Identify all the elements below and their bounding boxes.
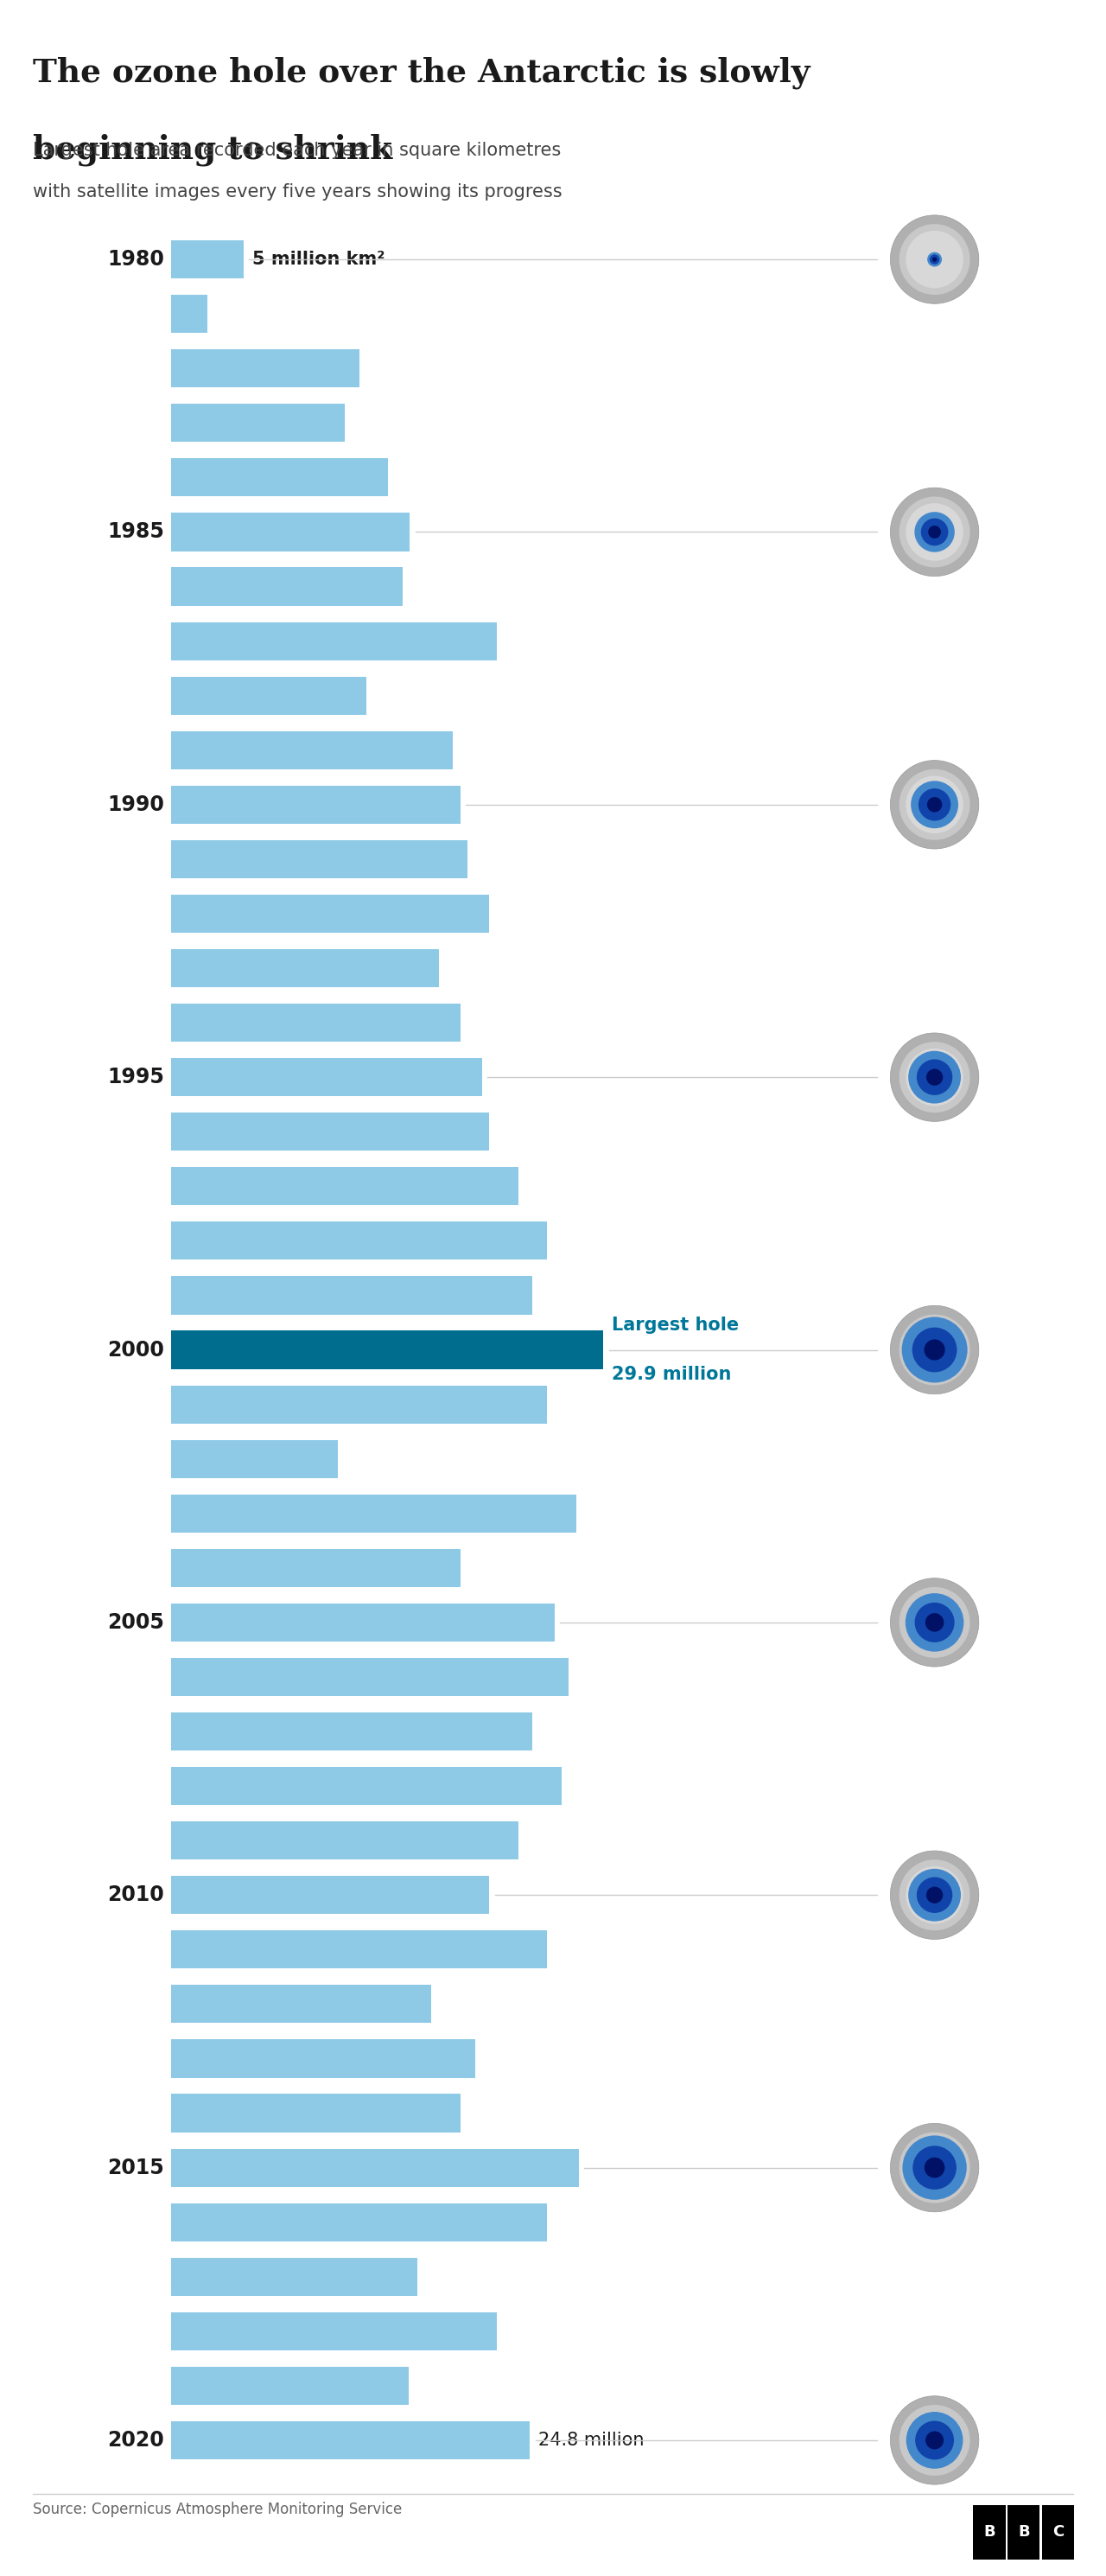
Bar bbox=[171, 894, 489, 933]
Bar bbox=[171, 1440, 337, 1479]
Bar bbox=[171, 1275, 533, 1314]
Bar bbox=[171, 786, 460, 824]
Text: 1990: 1990 bbox=[107, 793, 164, 814]
FancyBboxPatch shape bbox=[1042, 2504, 1074, 2561]
Bar bbox=[171, 459, 388, 497]
FancyBboxPatch shape bbox=[1008, 2504, 1040, 2561]
Bar bbox=[171, 2257, 417, 2295]
Text: 1995: 1995 bbox=[107, 1066, 164, 1087]
Bar bbox=[171, 294, 208, 332]
Text: with satellite images every five years showing its progress: with satellite images every five years s… bbox=[33, 183, 563, 201]
Bar bbox=[171, 240, 243, 278]
Bar bbox=[171, 621, 497, 659]
Bar bbox=[171, 2313, 497, 2349]
Text: 5 million km²: 5 million km² bbox=[252, 250, 385, 268]
Bar bbox=[171, 677, 366, 714]
Bar bbox=[171, 1059, 482, 1097]
Bar bbox=[171, 1986, 431, 2022]
Bar bbox=[171, 1602, 554, 1641]
Text: 2020: 2020 bbox=[107, 2429, 164, 2450]
Text: 1985: 1985 bbox=[107, 520, 164, 544]
Text: 1980: 1980 bbox=[107, 250, 164, 270]
Text: Largest hole: Largest hole bbox=[612, 1316, 739, 1334]
Text: 2015: 2015 bbox=[107, 2156, 164, 2179]
Text: 24.8 million: 24.8 million bbox=[539, 2432, 645, 2450]
Bar bbox=[171, 567, 403, 605]
Bar bbox=[171, 2421, 530, 2460]
Bar bbox=[171, 2202, 547, 2241]
Bar bbox=[171, 1929, 547, 1968]
Bar bbox=[171, 2040, 474, 2079]
Bar bbox=[171, 2094, 460, 2133]
Bar bbox=[171, 1713, 533, 1752]
Bar bbox=[171, 840, 468, 878]
Bar bbox=[171, 1767, 562, 1806]
Text: C: C bbox=[1052, 2524, 1064, 2540]
Bar bbox=[171, 1332, 604, 1368]
Text: Source: Copernicus Atmosphere Monitoring Service: Source: Copernicus Atmosphere Monitoring… bbox=[33, 2501, 403, 2517]
FancyBboxPatch shape bbox=[973, 2504, 1005, 2561]
Bar bbox=[171, 732, 453, 770]
Bar bbox=[171, 1875, 489, 1914]
Bar bbox=[171, 404, 345, 443]
Bar bbox=[171, 513, 410, 551]
Text: 2005: 2005 bbox=[107, 1613, 164, 1633]
Text: B: B bbox=[983, 2524, 995, 2540]
Bar bbox=[171, 2367, 408, 2406]
Bar bbox=[171, 1386, 547, 1425]
Text: 2010: 2010 bbox=[107, 1886, 164, 1906]
Bar bbox=[171, 1005, 460, 1041]
Text: Largest hole area recorded each year in square kilometres: Largest hole area recorded each year in … bbox=[33, 142, 562, 160]
Bar bbox=[171, 1113, 489, 1151]
Bar bbox=[171, 1548, 460, 1587]
Text: The ozone hole over the Antarctic is slowly: The ozone hole over the Antarctic is slo… bbox=[33, 57, 811, 90]
Bar bbox=[171, 1821, 519, 1860]
Bar bbox=[171, 1494, 576, 1533]
Text: beginning to shrink: beginning to shrink bbox=[33, 134, 393, 167]
Text: B: B bbox=[1018, 2524, 1030, 2540]
Bar bbox=[171, 2148, 578, 2187]
Text: 29.9 million: 29.9 million bbox=[612, 1365, 732, 1383]
Bar bbox=[171, 1167, 519, 1206]
Bar bbox=[171, 350, 359, 386]
Bar bbox=[171, 948, 439, 987]
Text: 2000: 2000 bbox=[107, 1340, 164, 1360]
Bar bbox=[171, 1221, 547, 1260]
Bar bbox=[171, 1659, 568, 1695]
